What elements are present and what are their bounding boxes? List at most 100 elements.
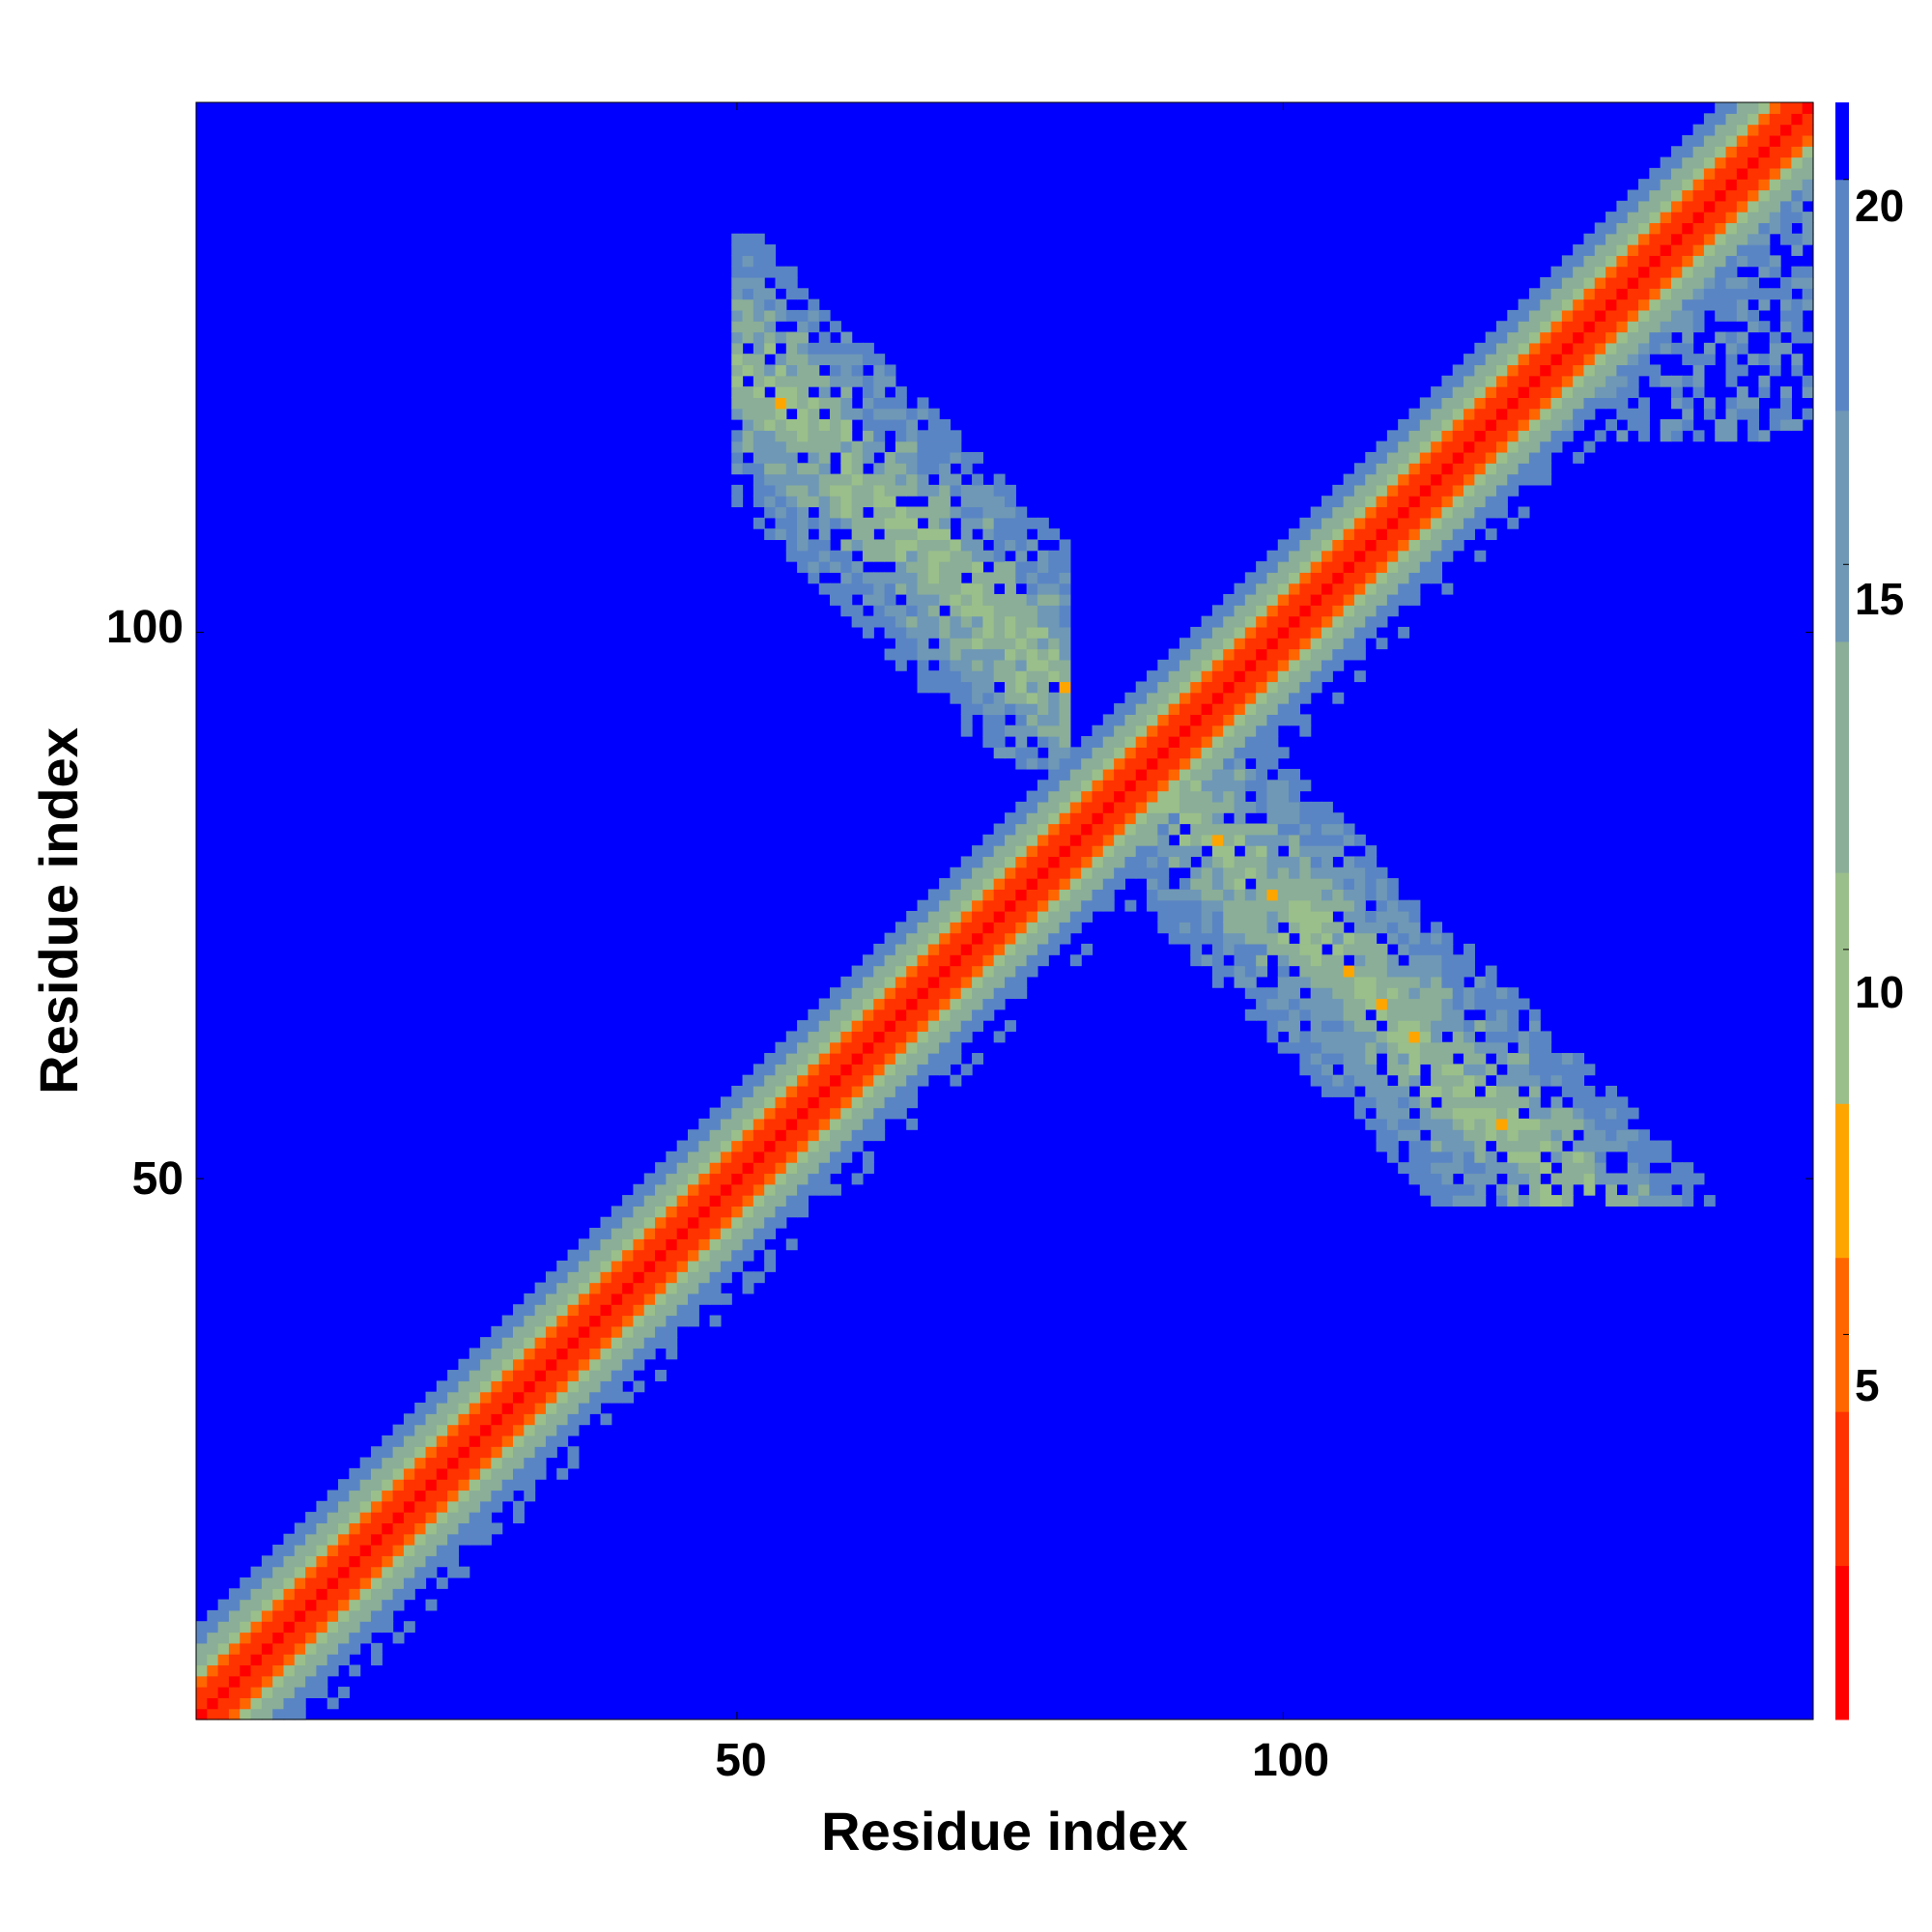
heatmap-cell — [775, 1064, 787, 1076]
heatmap-cell — [1147, 790, 1158, 803]
heatmap-cell — [1157, 659, 1170, 671]
heatmap-cell — [1463, 1096, 1475, 1109]
heatmap-cell — [950, 867, 962, 879]
heatmap-cell — [1692, 146, 1705, 158]
heatmap-cell — [1463, 440, 1475, 453]
heatmap-cell — [1190, 954, 1203, 967]
heatmap-cell — [1561, 1162, 1574, 1175]
heatmap-cell — [1223, 615, 1236, 628]
heatmap-cell — [1441, 386, 1454, 398]
heatmap-cell — [1266, 790, 1279, 803]
heatmap-cell — [469, 1446, 481, 1459]
heatmap-cell — [960, 703, 973, 715]
heatmap-cell — [1277, 714, 1290, 726]
heatmap-cell — [972, 1020, 983, 1033]
heatmap-cell — [1005, 856, 1016, 868]
heatmap-cell — [1605, 276, 1617, 289]
heatmap-cell — [1769, 113, 1781, 126]
heatmap-cell — [370, 1555, 383, 1568]
heatmap-cell — [1736, 255, 1748, 268]
heatmap-cell — [1321, 911, 1333, 923]
heatmap-cell — [840, 1151, 853, 1163]
heatmap-cell — [1758, 179, 1771, 191]
heatmap-cell — [1321, 954, 1333, 967]
heatmap-cell — [1223, 911, 1236, 923]
heatmap-cell — [349, 1621, 361, 1634]
heatmap-cell — [250, 1687, 263, 1698]
heatmap-cell — [939, 965, 952, 978]
heatmap-cell — [1266, 615, 1279, 628]
heatmap-cell — [884, 593, 896, 606]
heatmap-cell — [1605, 298, 1617, 311]
heatmap-cell — [797, 1206, 809, 1218]
heatmap-cell — [884, 1096, 896, 1109]
heatmap-cell — [1266, 834, 1279, 846]
heatmap-cell — [1256, 757, 1268, 770]
heatmap-cell — [1244, 954, 1257, 967]
heatmap-cell — [709, 1282, 722, 1294]
heatmap-cell — [927, 922, 940, 934]
heatmap-cell — [1386, 987, 1399, 1000]
heatmap-cell — [982, 736, 995, 748]
heatmap-cell — [731, 397, 744, 410]
heatmap-cell — [764, 1118, 777, 1130]
heatmap-cell — [534, 1413, 547, 1426]
heatmap-cell — [1386, 889, 1399, 901]
heatmap-cell — [972, 976, 983, 988]
heatmap-cell — [830, 1183, 841, 1196]
heatmap-cell — [906, 517, 919, 529]
heatmap-cell — [982, 605, 995, 617]
heatmap-cell — [1157, 692, 1170, 704]
heatmap-cell — [1026, 899, 1038, 912]
heatmap-cell — [513, 1500, 525, 1513]
heatmap-cell — [1431, 496, 1443, 508]
heatmap-cell — [1321, 626, 1333, 639]
heatmap-cell — [283, 1577, 296, 1589]
heatmap-cell — [775, 276, 787, 289]
heatmap-cell — [753, 342, 765, 355]
heatmap-cell — [982, 998, 995, 1010]
heatmap-cell — [501, 1457, 514, 1469]
heatmap-cell — [1256, 605, 1268, 617]
heatmap-cell — [349, 1522, 361, 1535]
heatmap-cell — [1289, 593, 1300, 606]
heatmap-cell — [1037, 922, 1049, 934]
heatmap-cell — [950, 539, 962, 552]
heatmap-cell — [1353, 605, 1366, 617]
heatmap-cell — [818, 539, 831, 552]
heatmap-cell — [458, 1391, 470, 1404]
heatmap-cell — [1289, 714, 1300, 726]
heatmap-cell — [1561, 276, 1574, 289]
heatmap-cell — [753, 430, 765, 442]
heatmap-cell — [436, 1380, 448, 1393]
heatmap-cell — [1398, 976, 1410, 988]
heatmap-cell — [469, 1435, 481, 1447]
heatmap-cell — [1343, 1041, 1355, 1054]
heatmap-cell — [1419, 965, 1432, 978]
heatmap-cell — [1386, 440, 1399, 453]
heatmap-cell — [927, 408, 940, 420]
heatmap-cell — [556, 1325, 569, 1338]
heatmap-cell — [676, 1151, 689, 1163]
heatmap-cell — [1114, 703, 1126, 715]
heatmap-cell — [1190, 768, 1203, 781]
heatmap-cell — [1365, 1031, 1378, 1043]
heatmap-cell — [1102, 747, 1115, 759]
heatmap-cell — [840, 605, 853, 617]
heatmap-cell — [1758, 266, 1771, 278]
heatmap-cell — [1048, 834, 1061, 846]
heatmap-cell — [1147, 692, 1158, 704]
heatmap-cell — [1059, 703, 1071, 715]
heatmap-cell — [785, 1107, 798, 1120]
heatmap-cell — [1234, 681, 1246, 694]
heatmap-cell — [524, 1358, 536, 1371]
heatmap-cell — [1627, 375, 1639, 387]
heatmap-cell — [1398, 539, 1410, 552]
heatmap-cell — [1518, 1162, 1530, 1175]
heatmap-cell — [950, 638, 962, 650]
heatmap-cell — [1802, 102, 1814, 114]
heatmap-cell — [666, 1238, 678, 1251]
heatmap-cell — [1037, 812, 1049, 825]
heatmap-cell — [862, 408, 874, 420]
heatmap-cell — [753, 276, 765, 289]
